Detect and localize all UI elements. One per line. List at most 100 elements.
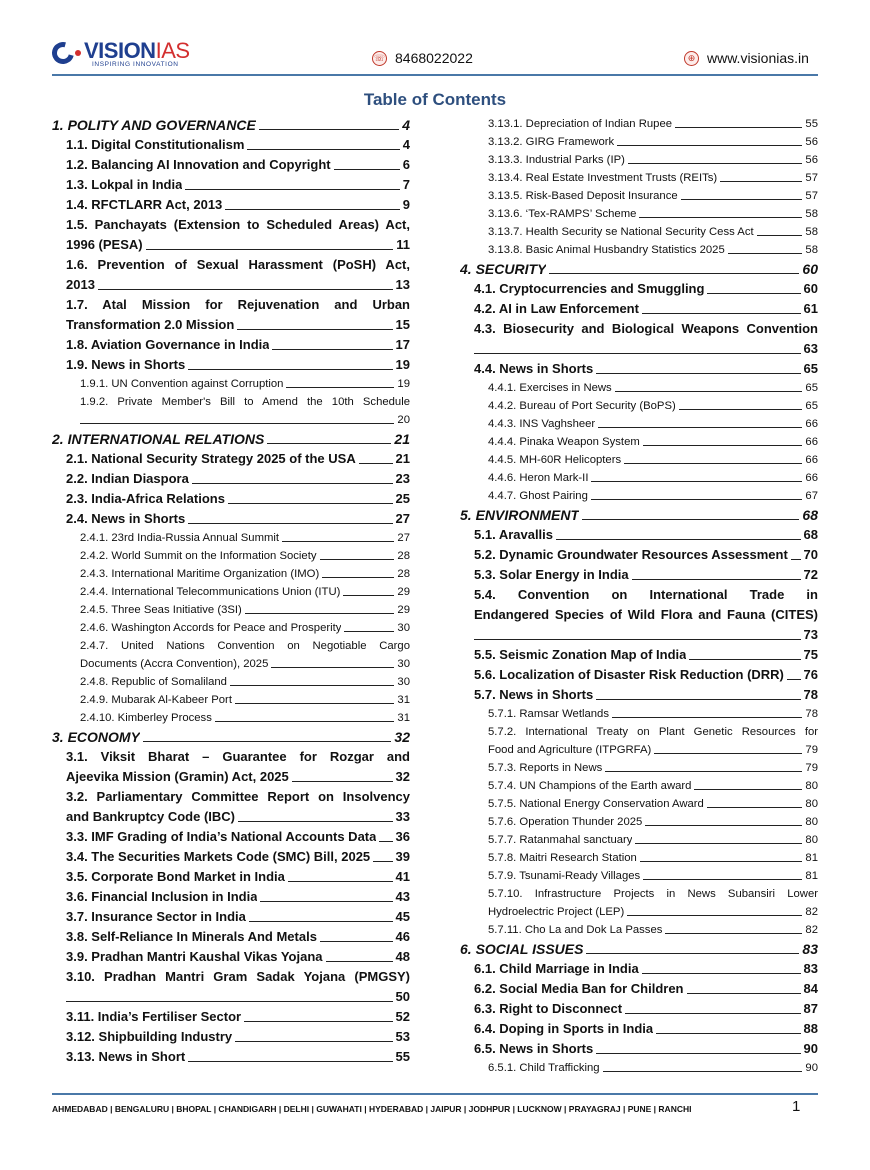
toc-entry[interactable]: 1.1. Digital Constitutionalism 4 xyxy=(52,135,410,155)
toc-entry[interactable]: 3.13.8. Basic Animal Husbandry Statistic… xyxy=(460,241,818,259)
toc-entry[interactable]: 6.4. Doping in Sports in India 88 xyxy=(460,1019,818,1039)
toc-entry[interactable]: 2.4.10. Kimberley Process 31 xyxy=(52,709,410,727)
toc-entry[interactable]: 5.4. Convention on International Trade i… xyxy=(460,585,818,645)
toc-entry[interactable]: 5.7.11. Cho La and Dok La Passes 82 xyxy=(460,921,818,939)
toc-entry[interactable]: 1. POLITY AND GOVERNANCE 4 xyxy=(52,115,410,135)
toc-entry[interactable]: 4.4. News in Shorts 65 xyxy=(460,359,818,379)
toc-entry[interactable]: 4.4.6. Heron Mark-II 66 xyxy=(460,469,818,487)
toc-entry-title: 3.13.5. Risk-Based Deposit Insurance xyxy=(488,190,678,202)
toc-entry[interactable]: 2.4.4. International Telecommunications … xyxy=(52,583,410,601)
leader-line xyxy=(258,129,400,130)
toc-entry[interactable]: 3.7. Insurance Sector in India 45 xyxy=(52,907,410,927)
toc-entry[interactable]: 5.7.5. National Energy Conservation Awar… xyxy=(460,795,818,813)
toc-entry[interactable]: 2.4.9. Mubarak Al-Kabeer Port 31 xyxy=(52,691,410,709)
toc-entry[interactable]: 2.3. India-Africa Relations 25 xyxy=(52,489,410,509)
toc-entry[interactable]: 3.13.3. Industrial Parks (IP) 56 xyxy=(460,151,818,169)
toc-entry[interactable]: 3. ECONOMY 32 xyxy=(52,727,410,747)
toc-entry[interactable]: 1.9.2. Private Member's Bill to Amend th… xyxy=(52,393,410,429)
toc-entry[interactable]: 5.2. Dynamic Groundwater Resources Asses… xyxy=(460,545,818,565)
toc-entry[interactable]: 1.6. Prevention of Sexual Harassment (Po… xyxy=(52,255,410,295)
toc-entry[interactable]: 4. SECURITY 60 xyxy=(460,259,818,279)
website-link[interactable]: www.visionias.in xyxy=(707,50,809,66)
toc-entry[interactable]: 6.5.1. Child Trafficking 90 xyxy=(460,1059,818,1077)
toc-entry[interactable]: 4.4.4. Pinaka Weapon System 66 xyxy=(460,433,818,451)
toc-entry-line: 5.2. Dynamic Groundwater Resources Asses… xyxy=(474,545,818,565)
toc-entry[interactable]: 1.7. Atal Mission for Rejuvenation and U… xyxy=(52,295,410,335)
toc-entry[interactable]: 1.5. Panchayats (Extension to Scheduled … xyxy=(52,215,410,255)
toc-entry[interactable]: 2.1. National Security Strategy 2025 of … xyxy=(52,449,410,469)
toc-entry-line: 6.4. Doping in Sports in India 88 xyxy=(474,1019,818,1039)
toc-entry[interactable]: 3.11. India’s Fertiliser Sector 52 xyxy=(52,1007,410,1027)
toc-entry[interactable]: 4.4.3. INS Vaghsheer 66 xyxy=(460,415,818,433)
toc-entry-line: 5.7.4. UN Champions of the Earth award 80 xyxy=(488,777,818,795)
toc-entry[interactable]: 3.3. IMF Grading of India’s National Acc… xyxy=(52,827,410,847)
toc-entry[interactable]: 5.7. News in Shorts 78 xyxy=(460,685,818,705)
toc-entry[interactable]: 6.3. Right to Disconnect 87 xyxy=(460,999,818,1019)
toc-entry[interactable]: 4.4.5. MH-60R Helicopters 66 xyxy=(460,451,818,469)
leader-line xyxy=(234,703,395,704)
toc-entry[interactable]: 2. INTERNATIONAL RELATIONS 21 xyxy=(52,429,410,449)
toc-entry[interactable]: 3.10. Pradhan Mantri Gram Sadak Yojana (… xyxy=(52,967,410,1007)
toc-entry[interactable]: 5.6. Localization of Disaster Risk Reduc… xyxy=(460,665,818,685)
toc-entry[interactable]: 5.7.8. Maitri Research Station 81 xyxy=(460,849,818,867)
toc-entry[interactable]: 3.2. Parliamentary Committee Report on I… xyxy=(52,787,410,827)
toc-entry[interactable]: 5.7.10. Infrastructure Projects in News … xyxy=(460,885,818,921)
toc-entry[interactable]: 4.4.2. Bureau of Port Security (BoPS) 65 xyxy=(460,397,818,415)
toc-entry[interactable]: 2.4.6. Washington Accords for Peace and … xyxy=(52,619,410,637)
toc-entry[interactable]: 6.5. News in Shorts 90 xyxy=(460,1039,818,1059)
toc-entry[interactable]: 3.12. Shipbuilding Industry 53 xyxy=(52,1027,410,1047)
toc-entry[interactable]: 1.3. Lokpal in India 7 xyxy=(52,175,410,195)
toc-entry[interactable]: 3.8. Self-Reliance In Minerals And Metal… xyxy=(52,927,410,947)
toc-entry[interactable]: 1.8. Aviation Governance in India 17 xyxy=(52,335,410,355)
toc-entry[interactable]: 5.7.1. Ramsar Wetlands 78 xyxy=(460,705,818,723)
toc-entry[interactable]: 2.4. News in Shorts 27 xyxy=(52,509,410,529)
toc-entry-title: 1.9.2. Private Member's Bill to Amend th… xyxy=(80,396,410,408)
toc-entry[interactable]: 3.4. The Securities Markets Code (SMC) B… xyxy=(52,847,410,867)
leader-line xyxy=(617,145,803,146)
toc-page-number: 65 xyxy=(803,361,818,376)
toc-entry[interactable]: 1.9. News in Shorts 19 xyxy=(52,355,410,375)
toc-entry[interactable]: 5.1. Aravallis 68 xyxy=(460,525,818,545)
toc-entry[interactable]: 2.4.5. Three Seas Initiative (3SI) 29 xyxy=(52,601,410,619)
toc-entry[interactable]: 3.13.6. ‘Tex-RAMPS’ Scheme 58 xyxy=(460,205,818,223)
toc-entry[interactable]: 3.13.2. GIRG Framework 56 xyxy=(460,133,818,151)
toc-entry[interactable]: 3.6. Financial Inclusion in India 43 xyxy=(52,887,410,907)
toc-entry[interactable]: 3.13. News in Short 55 xyxy=(52,1047,410,1067)
toc-entry[interactable]: 5.7.3. Reports in News 79 xyxy=(460,759,818,777)
toc-page-number: 9 xyxy=(402,197,410,212)
toc-entry[interactable]: 1.9.1. UN Convention against Corruption 1… xyxy=(52,375,410,393)
toc-entry[interactable]: 2.4.7. United Nations Convention on Nego… xyxy=(52,637,410,673)
toc-entry[interactable]: 4.2. AI in Law Enforcement 61 xyxy=(460,299,818,319)
toc-entry[interactable]: 1.2. Balancing AI Innovation and Copyrig… xyxy=(52,155,410,175)
toc-entry[interactable]: 6.2. Social Media Ban for Children 84 xyxy=(460,979,818,999)
toc-entry[interactable]: 2.4.8. Republic of Somaliland 30 xyxy=(52,673,410,691)
toc-entry[interactable]: 4.4.7. Ghost Pairing 67 xyxy=(460,487,818,505)
toc-entry[interactable]: 2.4.3. International Maritime Organizati… xyxy=(52,565,410,583)
toc-entry[interactable]: 5.5. Seismic Zonation Map of India 75 xyxy=(460,645,818,665)
toc-entry[interactable]: 3.13.7. Health Security se National Secu… xyxy=(460,223,818,241)
toc-entry[interactable]: 5.3. Solar Energy in India 72 xyxy=(460,565,818,585)
toc-entry[interactable]: 4.3. Biosecurity and Biological Weapons … xyxy=(460,319,818,359)
toc-entry[interactable]: 5.7.2. International Treaty on Plant Gen… xyxy=(460,723,818,759)
toc-entry[interactable]: 4.1. Cryptocurrencies and Smuggling 60 xyxy=(460,279,818,299)
toc-entry[interactable]: 3.13.5. Risk-Based Deposit Insurance 57 xyxy=(460,187,818,205)
toc-entry[interactable]: 2.2. Indian Diaspora 23 xyxy=(52,469,410,489)
toc-entry[interactable]: 5.7.7. Ratanmahal sanctuary 80 xyxy=(460,831,818,849)
toc-entry[interactable]: 3.13.1. Depreciation of Indian Rupee 55 xyxy=(460,115,818,133)
toc-entry[interactable]: 3.5. Corporate Bond Market in India 41 xyxy=(52,867,410,887)
toc-entry-title: 5.7.9. Tsunami-Ready Villages xyxy=(488,870,641,882)
toc-entry[interactable]: 5.7.9. Tsunami-Ready Villages 81 xyxy=(460,867,818,885)
toc-entry[interactable]: 6.1. Child Marriage in India 83 xyxy=(460,959,818,979)
toc-entry[interactable]: 5. ENVIRONMENT 68 xyxy=(460,505,818,525)
toc-entry[interactable]: 5.7.4. UN Champions of the Earth award 80 xyxy=(460,777,818,795)
leader-line xyxy=(247,149,400,150)
toc-entry[interactable]: 3.13.4. Real Estate Investment Trusts (R… xyxy=(460,169,818,187)
toc-entry[interactable]: 1.4. RFCTLARR Act, 2013 9 xyxy=(52,195,410,215)
toc-entry[interactable]: 2.4.1. 23rd India-Russia Annual Summit 27 xyxy=(52,529,410,547)
toc-entry[interactable]: 6. SOCIAL ISSUES 83 xyxy=(460,939,818,959)
toc-entry[interactable]: 4.4.1. Exercises in News 65 xyxy=(460,379,818,397)
toc-entry[interactable]: 2.4.2. World Summit on the Information S… xyxy=(52,547,410,565)
toc-entry[interactable]: 5.7.6. Operation Thunder 2025 80 xyxy=(460,813,818,831)
toc-entry[interactable]: 3.1. Viksit Bharat – Guarantee for Rozga… xyxy=(52,747,410,787)
toc-entry[interactable]: 3.9. Pradhan Mantri Kaushal Vikas Yojana… xyxy=(52,947,410,967)
